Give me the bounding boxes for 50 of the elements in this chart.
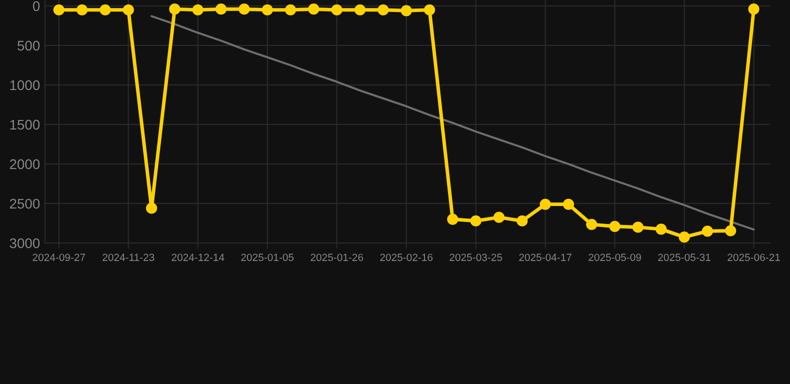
x-tick-label: 2025-06-21 [728,254,780,262]
point [169,4,180,15]
point [76,4,88,16]
point [331,4,342,16]
point [678,232,690,243]
x-tick-label: 2025-01-05 [241,254,294,262]
x-tick-label: 2025-04-17 [519,254,572,262]
point [53,4,64,16]
point [516,215,528,226]
y-tick-label: 2000 [10,159,40,170]
y-tick-label: 0 [32,1,40,12]
point [100,4,111,16]
x-tick-label: 2025-02-16 [380,254,433,262]
point [192,4,204,16]
point [424,4,436,16]
y-tick-label: 2500 [10,198,40,209]
y-tick-label: 1000 [10,80,40,90]
point [586,218,598,230]
point [656,224,667,235]
point [562,198,574,210]
point [308,4,320,15]
y-tick-label: 1500 [10,120,40,130]
point [540,198,551,210]
x-tick-label: 2024-11-23 [102,254,154,262]
y-tick-label: 3000 [10,238,40,248]
x-tick-label: 2025-05-09 [588,254,641,262]
point [609,220,620,232]
point [470,215,482,226]
point [632,222,644,233]
point [447,214,458,225]
point [493,212,505,223]
x-tick-label: 2025-05-31 [658,254,710,262]
y-tick-label: 500 [18,40,40,51]
point [702,226,714,237]
point [262,4,273,16]
line-series [150,15,755,231]
point [354,4,366,16]
point [238,4,250,15]
x-tick-label: 2025-03-25 [450,254,502,262]
point [122,4,134,16]
point [284,4,296,16]
x-tick-label: 2024-09-27 [32,254,86,262]
x-tick-label: 2025-01-26 [310,254,364,262]
point [400,5,412,16]
point [146,202,158,214]
point [725,225,736,236]
point [748,4,760,15]
point [215,4,227,15]
point [378,4,389,16]
x-tick-label: 2024-12-14 [172,254,224,262]
